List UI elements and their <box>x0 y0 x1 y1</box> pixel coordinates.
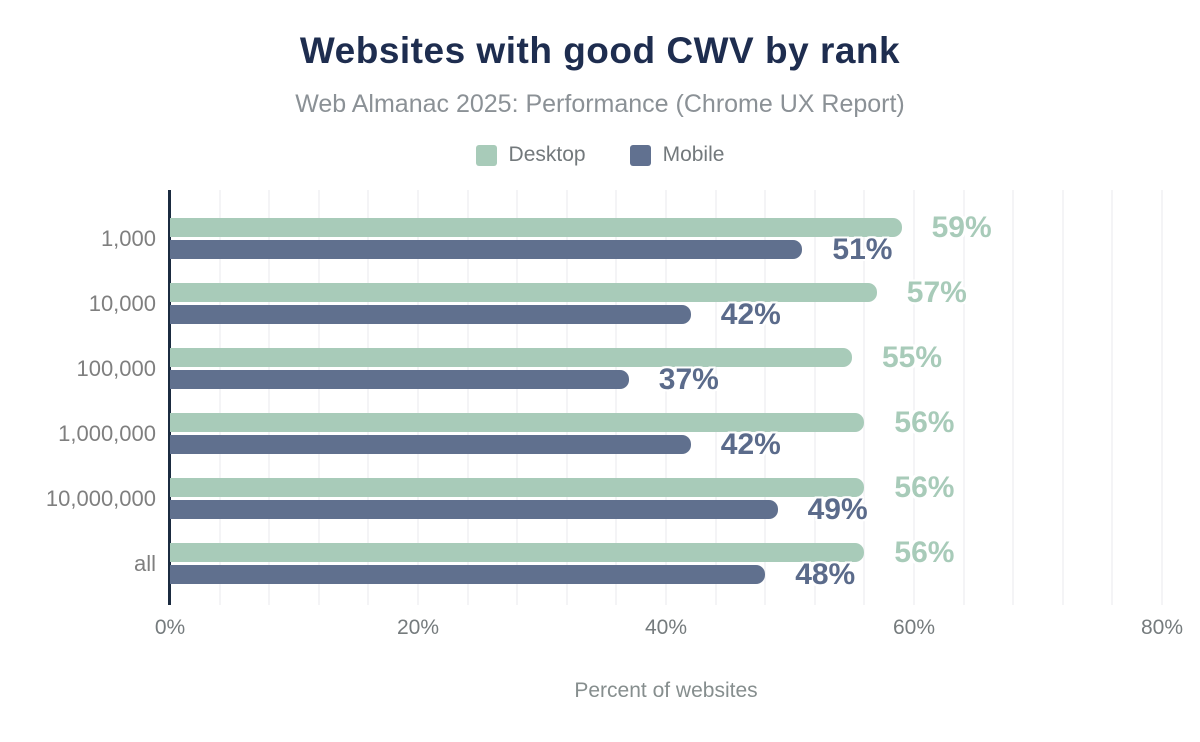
desktop-bar-1000 <box>170 218 902 237</box>
mobile-bar-1000 <box>170 240 803 259</box>
desktop-legend-swatch-icon <box>475 144 497 166</box>
x-tick-20pct: 20% <box>396 616 440 639</box>
desktop-value-label-100000: 55% <box>882 340 943 374</box>
mobile-legend-label: Mobile <box>662 143 725 166</box>
mobile-value-label-10000000: 49% <box>807 492 868 526</box>
gridline-72pct <box>1061 190 1064 605</box>
mobile-bar-1000000 <box>170 435 691 454</box>
mobile-value-label-all: 48% <box>795 557 856 591</box>
desktop-value-label-10000000: 56% <box>894 470 955 504</box>
category-label-10000: 10,000 <box>88 290 156 316</box>
desktop-value-label-all: 56% <box>894 535 955 569</box>
mobile-value-label-1000000: 42% <box>720 427 781 461</box>
desktop-value-label-1000: 59% <box>931 210 992 244</box>
chart-subtitle: Web Almanac 2025: Performance (Chrome UX… <box>295 90 905 118</box>
mobile-bar-100000 <box>170 370 629 389</box>
gridline-8pct <box>268 190 271 605</box>
legend-item-desktop: Desktop <box>475 143 586 167</box>
y-axis-line <box>168 190 171 605</box>
desktop-bar-10000 <box>170 283 877 302</box>
gridline-48pct <box>764 190 767 605</box>
x-tick-60pct: 60% <box>892 616 936 639</box>
x-tick-0pct: 0% <box>154 616 186 639</box>
category-label-100000: 100,000 <box>76 355 156 381</box>
legend: Desktop Mobile <box>0 143 1200 167</box>
desktop-bar-all <box>170 543 865 562</box>
category-label-10000000: 10,000,000 <box>45 485 156 511</box>
mobile-value-label-10000: 42% <box>720 297 781 331</box>
category-label-1000: 1,000 <box>100 225 156 251</box>
gridline-60pct <box>913 190 915 605</box>
desktop-value-label-1000000: 56% <box>894 405 955 439</box>
plot-area: 59% 51% 1,000 57% 42% 10,000 55% 37% 100,000 56% 4… <box>46 190 1163 605</box>
gridline-4pct <box>218 190 221 605</box>
mobile-value-label-100000: 37% <box>658 362 719 396</box>
x-tick-40pct: 40% <box>644 616 688 639</box>
gridline-56pct <box>863 190 866 605</box>
gridline-40pct <box>665 190 667 605</box>
gridline-68pct <box>1012 190 1015 605</box>
mobile-bar-10000000 <box>170 500 778 519</box>
mobile-value-label-1000: 51% <box>832 232 893 266</box>
category-label-all: all <box>133 550 156 576</box>
gridline-80pct <box>1161 190 1163 605</box>
gridline-12pct <box>317 190 320 605</box>
gridline-76pct <box>1111 190 1114 605</box>
desktop-value-label-10000: 57% <box>906 275 967 309</box>
gridline-36pct <box>615 190 618 605</box>
gridline-28pct <box>516 190 519 605</box>
gridline-16pct <box>367 190 370 605</box>
x-axis-title: Percent of websites <box>574 679 758 702</box>
chart-title: Websites with good CWV by rank <box>299 30 901 71</box>
gridline-64pct <box>962 190 965 605</box>
category-label-1000000: 1,000,000 <box>58 420 156 446</box>
gridline-20pct <box>417 190 419 605</box>
gridline-44pct <box>714 190 717 605</box>
desktop-legend-label: Desktop <box>508 143 586 166</box>
mobile-legend-swatch-icon <box>629 144 651 166</box>
desktop-bar-10000000 <box>170 478 865 497</box>
x-tick-80pct: 80% <box>1140 616 1184 639</box>
desktop-bar-1000000 <box>170 413 865 432</box>
gridline-24pct <box>466 190 469 605</box>
desktop-bar-100000 <box>170 348 852 367</box>
x-axis-ticks: 0% 20% 40% 60% 80% <box>155 616 1183 642</box>
gridline-32pct <box>565 190 568 605</box>
legend-item-mobile: Mobile <box>629 143 725 167</box>
mobile-bar-all <box>170 565 766 584</box>
mobile-bar-10000 <box>170 305 691 324</box>
gridline-52pct <box>813 190 816 605</box>
